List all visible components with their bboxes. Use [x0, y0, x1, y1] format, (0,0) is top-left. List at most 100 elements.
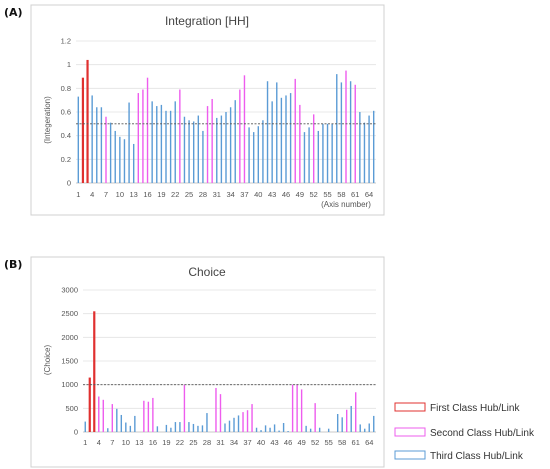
bar: [183, 384, 186, 432]
bar: [303, 132, 306, 183]
bar: [359, 424, 361, 432]
y-tick-label: 0: [74, 428, 78, 437]
bar: [273, 424, 276, 432]
bar: [363, 122, 366, 183]
bar: [174, 101, 176, 183]
bar: [206, 413, 208, 432]
legend-item-third: Third Class Hub/Link: [394, 450, 524, 462]
bar: [142, 89, 144, 183]
legend-item-second: Second Class Hub/Link: [394, 427, 535, 439]
bar: [123, 139, 126, 183]
y-tick-label: 1500: [61, 357, 78, 366]
x-tick-label: 10: [122, 438, 130, 447]
bar: [105, 116, 107, 183]
x-tick-label: 28: [203, 438, 211, 447]
bar: [170, 427, 172, 432]
bar: [146, 77, 149, 183]
bar: [305, 425, 307, 432]
bar: [143, 400, 145, 432]
bar: [355, 392, 357, 432]
bar: [81, 77, 85, 183]
bar: [179, 422, 181, 432]
bar: [242, 412, 244, 432]
y-tick-label: 3000: [61, 286, 78, 295]
legend-label-second: Second Class Hub/Link: [430, 428, 535, 439]
x-tick-label: 13: [135, 438, 143, 447]
x-ticks-b: 1 4 7 10 13 16 19 22 25 28 31 34 37 40 43 46 49 52 55 58 61 6…: [83, 438, 373, 447]
x-tick-label: 7: [104, 190, 108, 199]
x-tick-label: 4: [97, 438, 101, 447]
x-tick-label: 61: [352, 438, 360, 447]
x-tick-label: 22: [171, 190, 179, 199]
bar: [147, 401, 150, 432]
x-tick-label: 43: [268, 190, 276, 199]
bar: [331, 123, 333, 183]
bar: [314, 403, 316, 432]
bar: [220, 115, 223, 183]
bar: [364, 428, 366, 432]
bar: [294, 78, 296, 183]
bar: [322, 123, 324, 183]
bar: [86, 59, 89, 183]
bar: [291, 384, 294, 432]
bar: [125, 422, 127, 432]
x-tick-label: 16: [149, 438, 157, 447]
bar: [224, 423, 226, 432]
bar: [201, 425, 204, 432]
bar: [336, 414, 339, 432]
bar: [239, 89, 241, 183]
x-tick-label: 55: [323, 190, 331, 199]
bar: [296, 384, 298, 432]
bar: [116, 408, 118, 432]
bar: [252, 132, 255, 183]
bar: [132, 143, 135, 183]
bar: [317, 130, 320, 183]
bar: [84, 421, 86, 432]
x-tick-label: 40: [254, 190, 262, 199]
y-axis-label-a: (Integeration): [43, 96, 52, 144]
bar: [326, 123, 329, 183]
x-ticks-a: 1 4 7 10 13 16 19 22 25 28 31 34 37 40 43 46 49 52 55 58 61 6…: [76, 190, 373, 199]
bar: [271, 101, 273, 183]
bar: [276, 82, 278, 183]
legend-label-third: Third Class Hub/Link: [430, 451, 524, 462]
bar: [98, 396, 100, 432]
y-tick-label: 0.2: [61, 155, 71, 164]
x-tick-label: 4: [90, 190, 94, 199]
bar: [318, 427, 321, 432]
bar: [257, 126, 260, 183]
bar: [243, 75, 246, 183]
x-tick-label: 13: [130, 190, 138, 199]
bar: [192, 121, 195, 183]
bar: [109, 122, 112, 183]
bars-b: [84, 311, 375, 432]
x-tick-label: 7: [110, 438, 114, 447]
x-tick-label: 58: [338, 438, 346, 447]
bar: [246, 410, 249, 432]
bar: [215, 387, 217, 432]
legend: First Class Hub/Link Second Class Hub/Li…: [394, 402, 535, 462]
y-tick-label: 0.6: [61, 108, 71, 117]
y-tick-label: 0.8: [61, 84, 71, 93]
bar: [137, 93, 140, 183]
bar: [282, 423, 285, 432]
bar: [368, 423, 370, 432]
panel-label-a: (A): [4, 6, 23, 19]
bar: [93, 311, 96, 432]
x-axis-label-a: (Axis number): [321, 200, 371, 209]
bar: [359, 112, 361, 183]
bar: [188, 422, 190, 432]
y-axis-label-b: (Choice): [43, 345, 52, 376]
bar: [368, 115, 370, 183]
legend-swatch-first: [394, 402, 426, 412]
x-tick-label: 58: [337, 190, 345, 199]
legend-label-first: First Class Hub/Link: [430, 403, 520, 414]
y-tick-label: 2000: [61, 333, 78, 342]
bar: [77, 96, 80, 183]
x-tick-label: 1: [83, 438, 87, 447]
bar: [156, 426, 159, 432]
bar: [299, 104, 301, 183]
x-tick-label: 52: [311, 438, 319, 447]
bar: [183, 116, 186, 183]
